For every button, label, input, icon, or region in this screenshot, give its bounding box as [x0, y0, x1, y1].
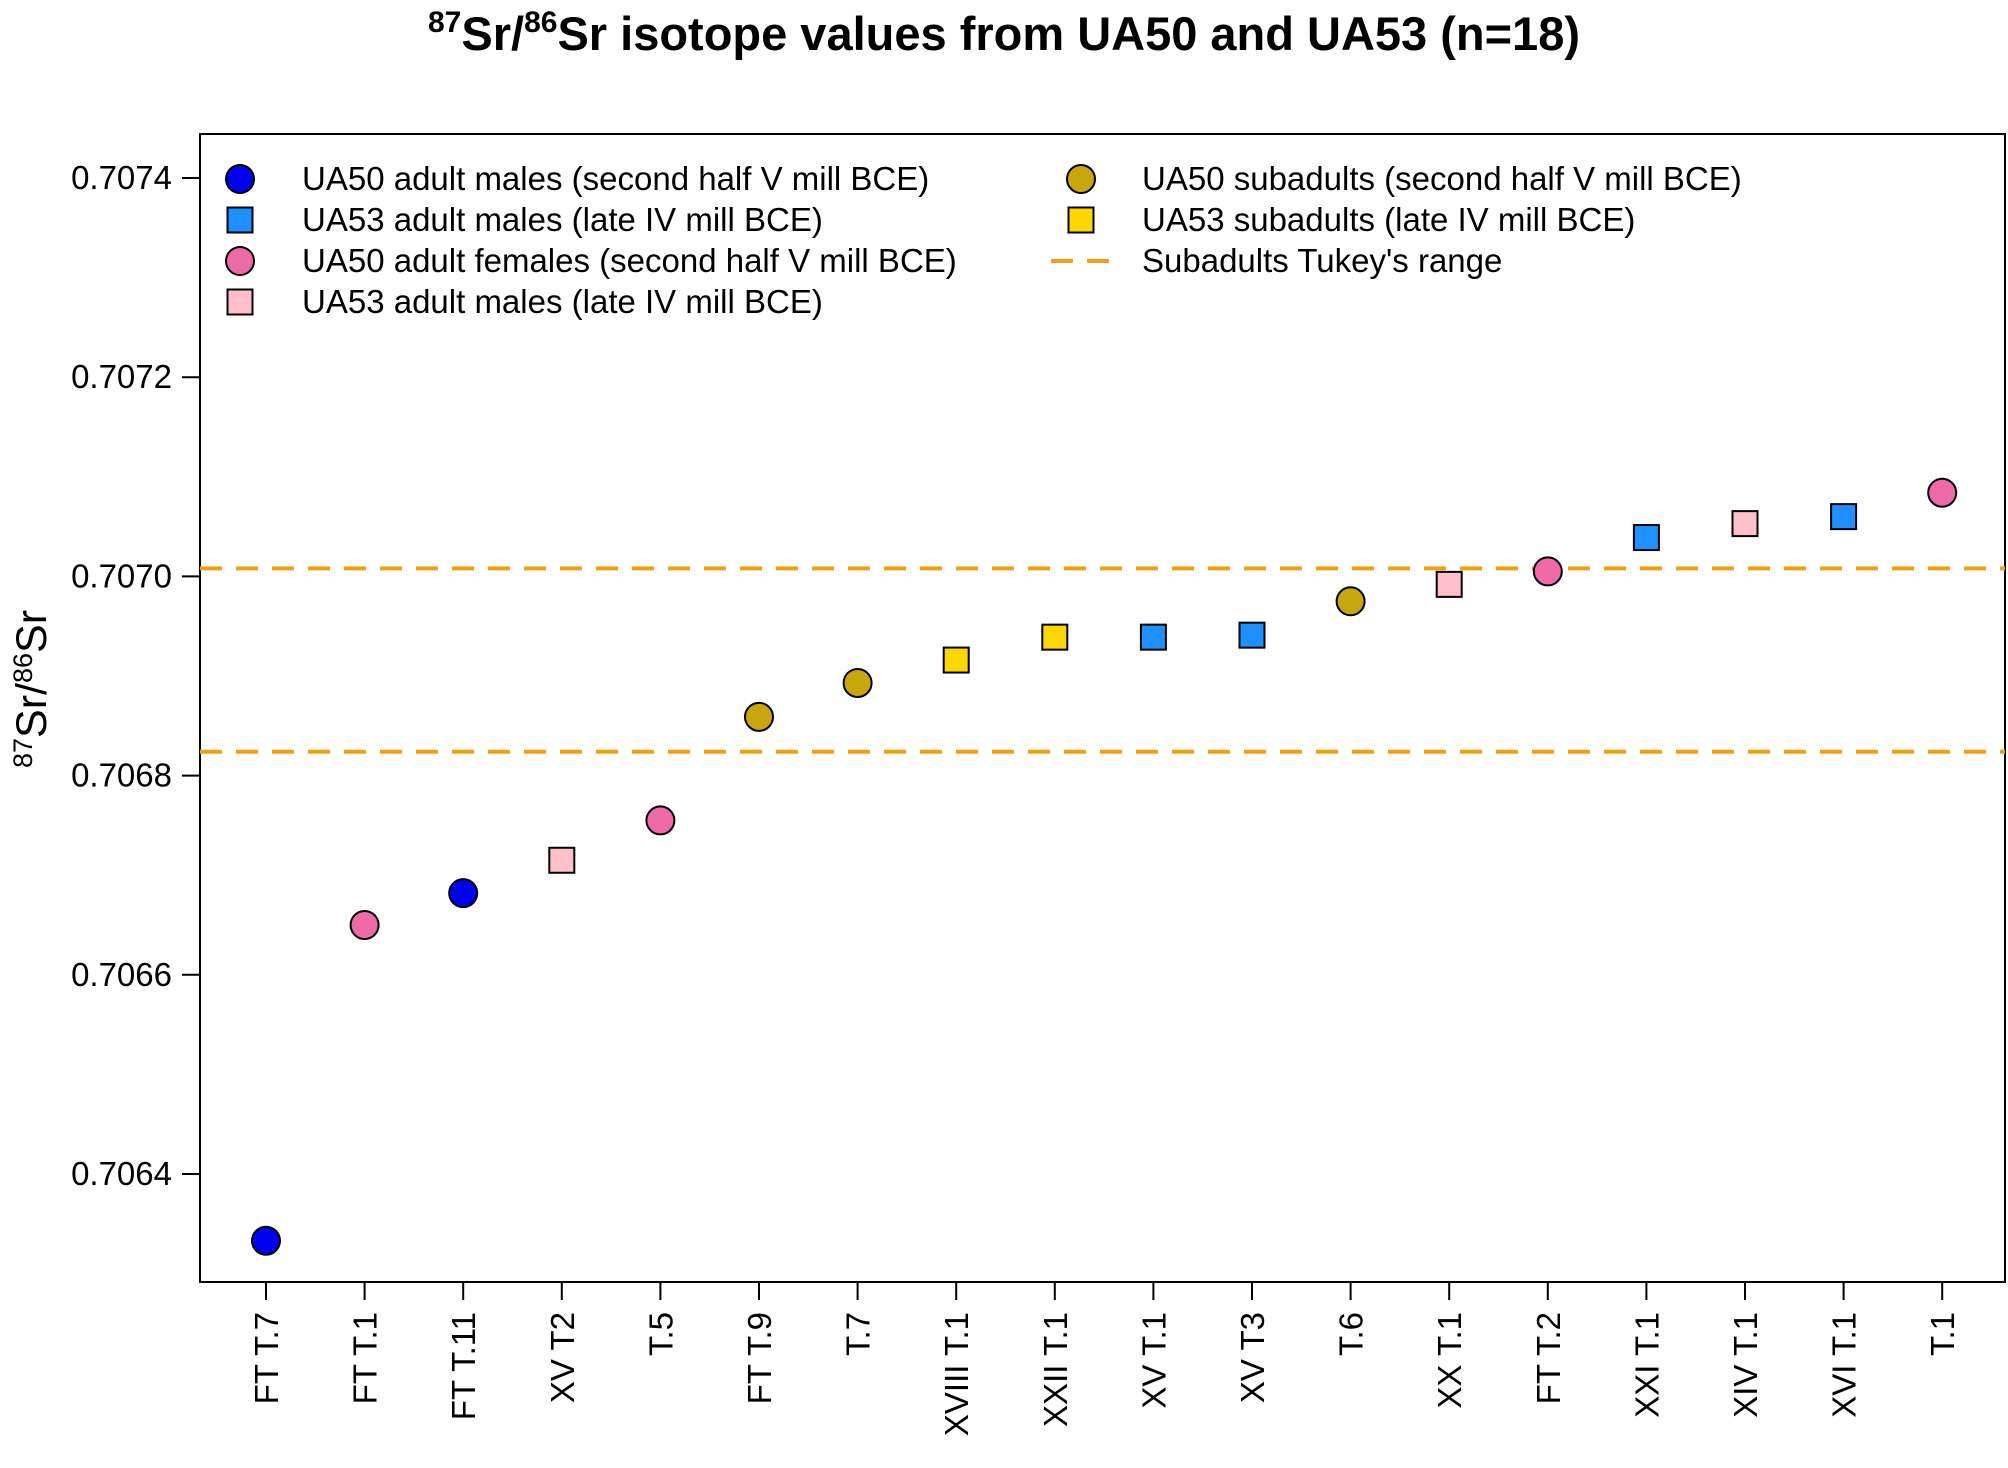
x-tick-label: T.6 [1333, 1312, 1370, 1356]
legend: UA50 adult males (second half V mill BCE… [225, 160, 1742, 320]
y-tick-label: 0.7072 [71, 358, 172, 395]
x-tick-label: XIV T.1 [1727, 1312, 1764, 1418]
legend-swatch [1067, 206, 1095, 234]
legend-label: UA53 adult males (late IV mill BCE) [302, 201, 823, 238]
data-point [744, 701, 774, 732]
data-point [1632, 524, 1660, 552]
data-point [842, 667, 873, 698]
x-tick-label: T.1 [1924, 1312, 1961, 1356]
x-tick-label: FT T.7 [248, 1312, 285, 1404]
data-point [251, 1225, 281, 1256]
data-point [1139, 623, 1167, 651]
legend-swatch [225, 246, 255, 276]
x-tick-label: FT T.2 [1530, 1312, 1567, 1404]
x-tick-label: FT T.11 [445, 1312, 482, 1420]
data-point [1532, 556, 1563, 587]
data-point [645, 805, 676, 836]
x-axis: FT T.7 FT T.1 FT T.11 XV T2 T.5 FT T.9 T.7 XVII… [248, 1281, 1961, 1436]
legend-swatch [1066, 164, 1096, 194]
x-tick-label: XXII T.1 [1037, 1312, 1074, 1427]
x-tick-label: XVI T.1 [1826, 1312, 1863, 1418]
legend-label: UA50 adult males (second half V mill BCE… [302, 160, 929, 197]
x-tick-label: XXI T.1 [1628, 1312, 1665, 1418]
x-tick-label: XV T.1 [1135, 1312, 1172, 1409]
y-axis-label: 87Sr/86Sr [8, 610, 56, 768]
x-tick-label: XV T3 [1234, 1312, 1271, 1403]
y-axis: 0.7064 0.7066 0.7068 0.7070 0.7072 0.7074 [71, 159, 201, 1192]
y-tick-label: 0.7068 [71, 757, 172, 794]
legend-label: UA50 adult females (second half V mill B… [302, 242, 957, 279]
x-tick-label: T.7 [840, 1312, 877, 1356]
chart-title: 87Sr/86Sr isotope values from UA50 and U… [428, 6, 1580, 60]
y-tick-label: 0.7074 [71, 159, 172, 196]
legend-label: Subadults Tukey's range [1142, 242, 1502, 279]
legend-label: UA53 adult males (late IV mill BCE) [302, 283, 823, 320]
x-tick-label: XVIII T.1 [938, 1312, 975, 1436]
data-point [548, 846, 576, 874]
data-point [1731, 510, 1759, 538]
data-point [349, 910, 380, 940]
legend-swatch [225, 164, 255, 194]
data-point [1041, 623, 1069, 651]
data-point [1927, 477, 1958, 508]
data-point [1830, 503, 1858, 531]
data-point [1238, 621, 1266, 649]
x-tick-label: XX T.1 [1431, 1312, 1468, 1409]
data-point [1435, 570, 1463, 598]
x-tick-label: FT T.9 [741, 1312, 778, 1404]
x-tick-label: FT T.1 [347, 1312, 384, 1404]
data-point [1335, 586, 1366, 617]
data-point [448, 878, 479, 909]
y-tick-label: 0.7070 [71, 557, 172, 594]
y-tick-label: 0.7066 [71, 956, 172, 993]
x-tick-label: T.5 [642, 1312, 679, 1356]
legend-label: UA50 subadults (second half V mill BCE) [1142, 160, 1742, 197]
y-tick-label: 0.7064 [71, 1155, 172, 1192]
legend-swatch [226, 288, 254, 316]
x-tick-label: XV T2 [544, 1312, 581, 1403]
reference-lines [200, 566, 2005, 754]
data-point [942, 646, 970, 674]
data-points [251, 477, 1958, 1256]
legend-swatch [226, 206, 254, 234]
legend-label: UA53 subadults (late IV mill BCE) [1142, 201, 1635, 238]
